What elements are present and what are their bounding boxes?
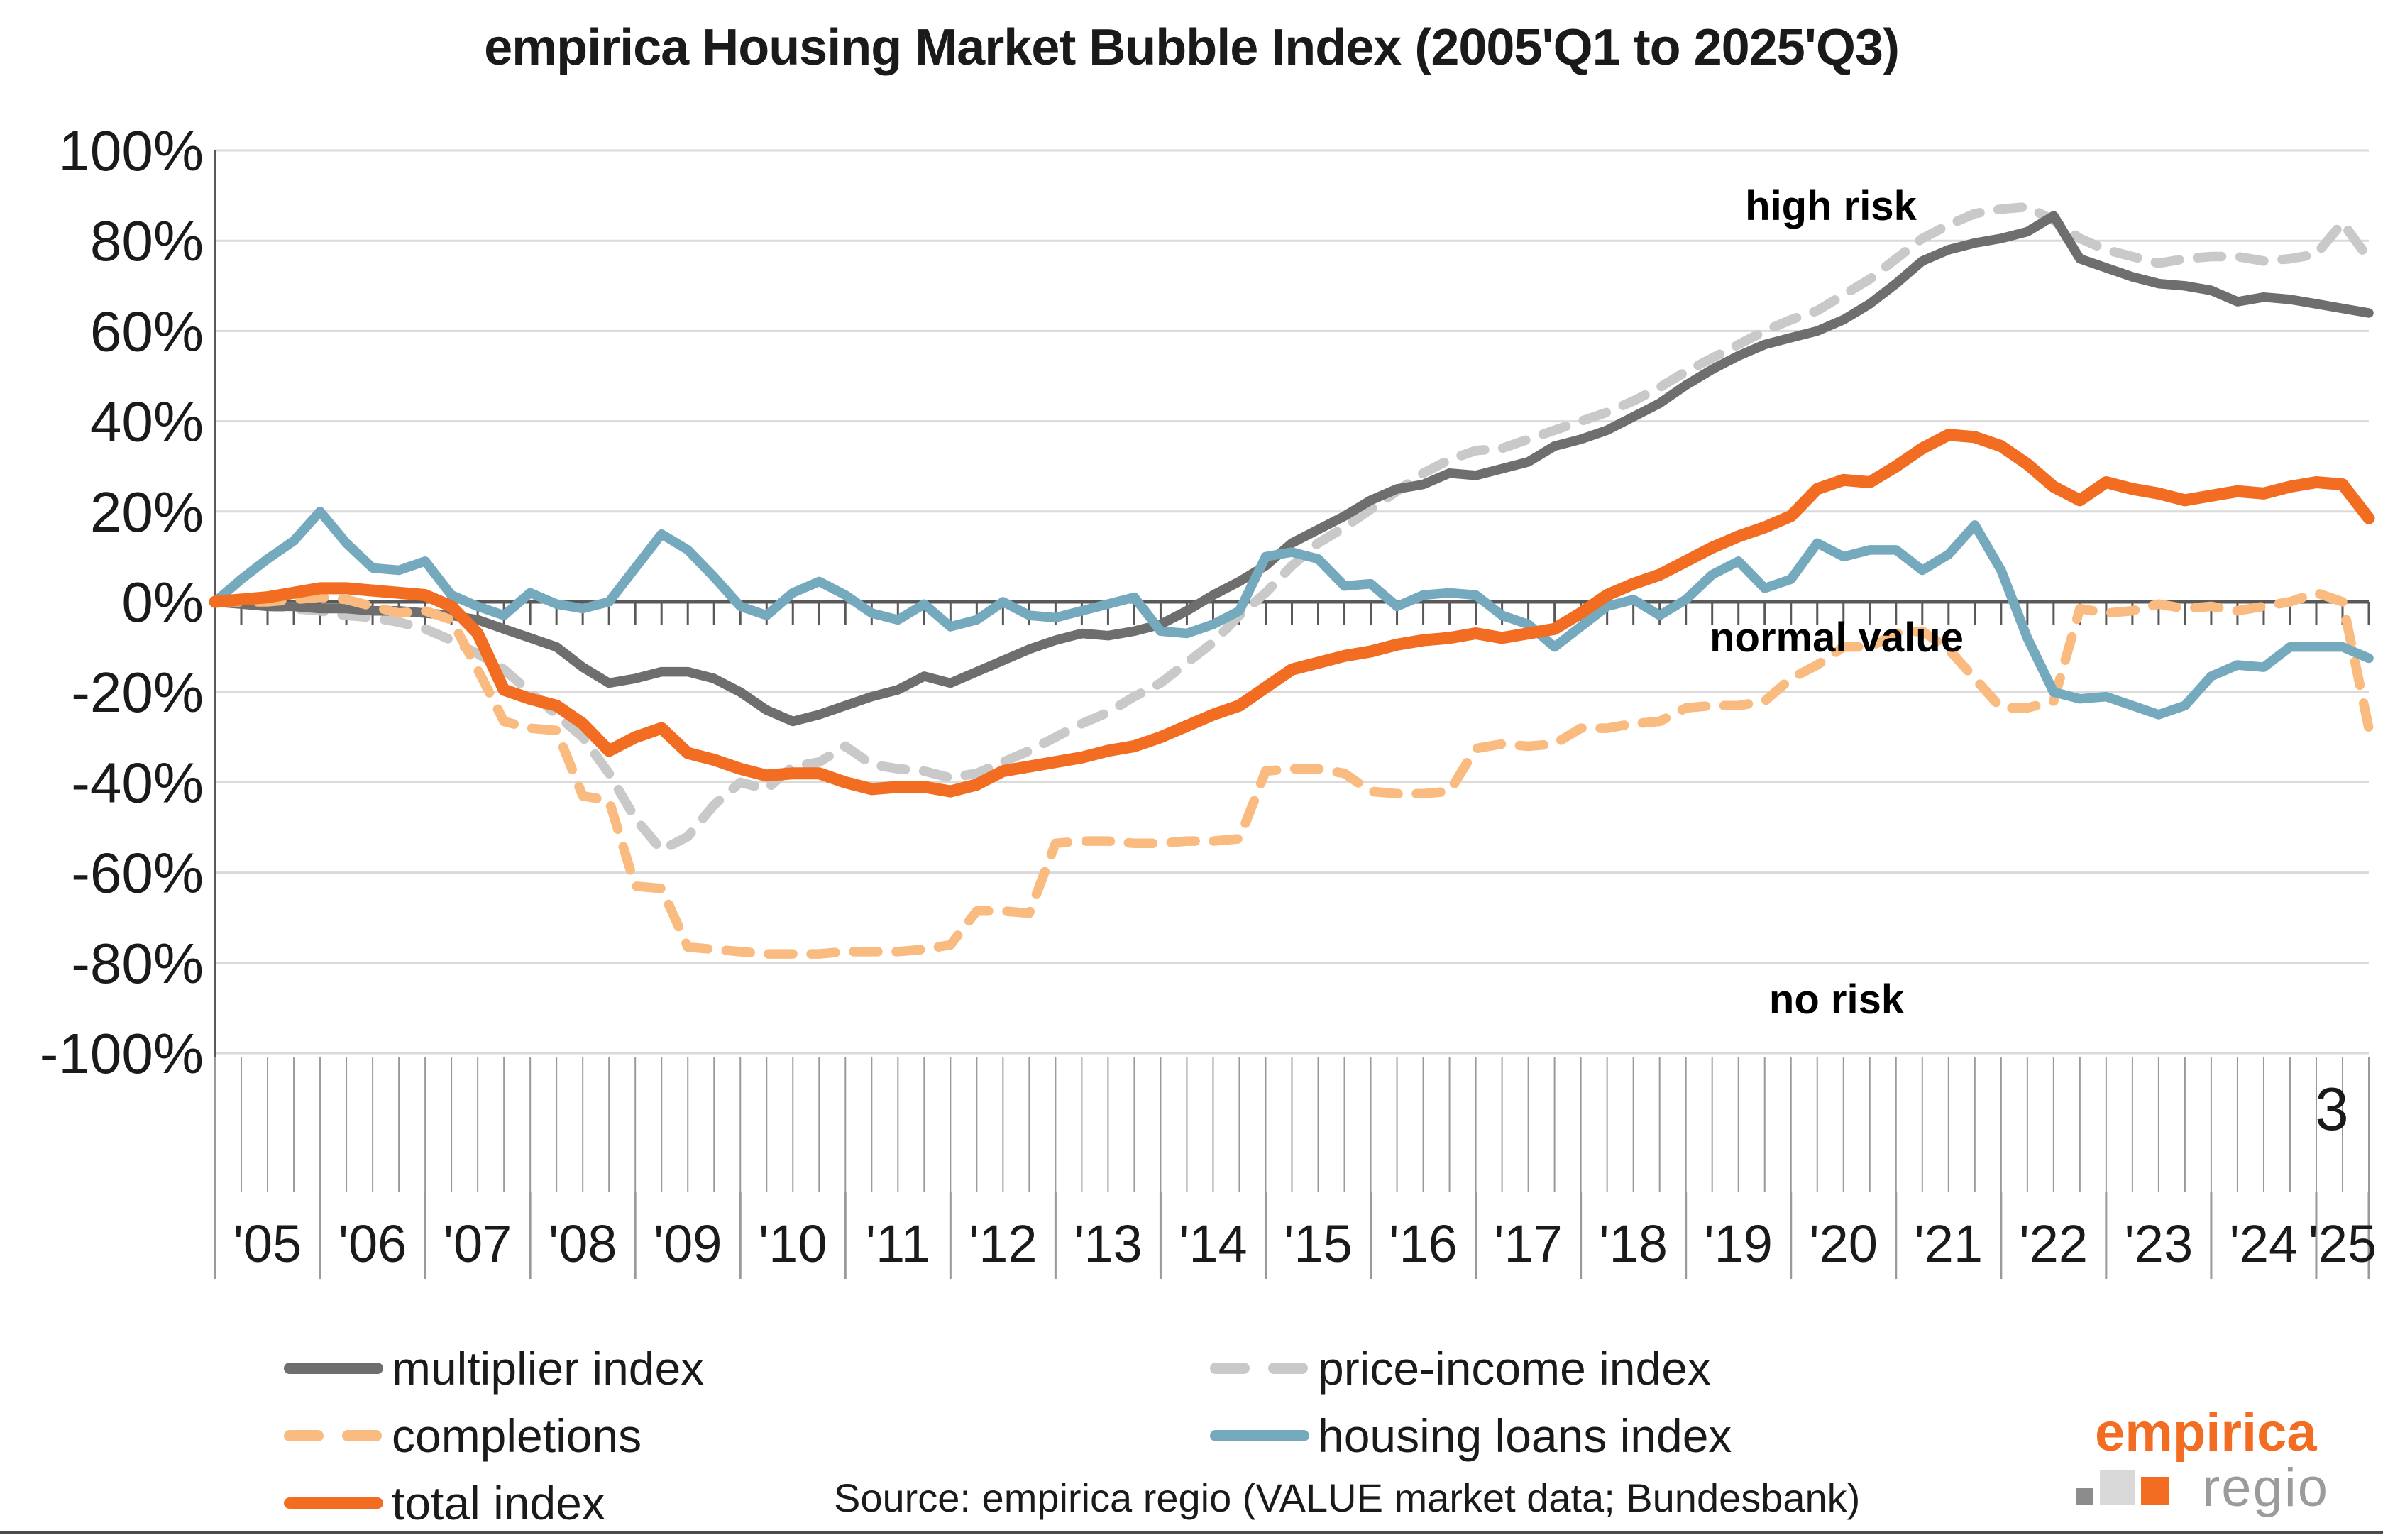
legend-label: multiplier index (392, 1342, 705, 1395)
legend-line-segment (284, 1363, 383, 1374)
y-axis-label--40: -40% (71, 751, 204, 814)
legend-item-multiplier-index: multiplier index (284, 1340, 704, 1397)
legend-item-housing-loans-index: housing loans index (1210, 1407, 1732, 1464)
annotation-normal-value: normal value (1710, 615, 1964, 661)
chart-title: empirica Housing Market Bubble Index (20… (484, 19, 1900, 76)
series-line-housing-loans (210, 507, 2374, 720)
multiplier-line-swatch-icon (284, 1363, 383, 1374)
corner-number: 3 (2315, 1076, 2348, 1143)
legend-dash-segment (284, 1430, 324, 1441)
legend-item-completions: completions (284, 1407, 642, 1464)
x-axis-year-label-06: '06 (339, 1214, 407, 1273)
completions-dash-swatch-icon (284, 1430, 383, 1441)
logo-word-regio: regio (2202, 1458, 2329, 1518)
annotation-high-risk: high risk (1745, 183, 1917, 229)
price-income-dash-swatch-icon (1210, 1363, 1309, 1374)
x-axis-year-label-14: '14 (1179, 1214, 1247, 1273)
x-axis-year-label-23: '23 (2125, 1214, 2193, 1273)
logo-square-dark-icon (2076, 1488, 2093, 1505)
y-axis-label-0: 0% (121, 571, 204, 634)
y-axis-label-60: 60% (90, 299, 204, 363)
series-line-price-income (210, 202, 2374, 855)
x-axis-year-label-09: '09 (654, 1214, 722, 1273)
x-axis-year-label-25: '25 (2308, 1214, 2377, 1273)
x-axis-year-label-10: '10 (759, 1214, 827, 1273)
x-axis-year-label-15: '15 (1284, 1214, 1352, 1273)
series-line-completions (210, 588, 2374, 959)
annotation-no-risk: no risk (1769, 977, 1905, 1023)
bottom-divider (0, 1531, 2383, 1534)
x-axis-year-label-05: '05 (233, 1214, 302, 1273)
total-line-swatch-icon (284, 1497, 383, 1509)
legend-line-segment (284, 1497, 383, 1509)
housing-loans-line-swatch-icon (1210, 1430, 1309, 1441)
x-axis-year-label-21: '21 (1915, 1214, 1983, 1273)
x-axis-year-label-19: '19 (1704, 1214, 1772, 1273)
x-axis-year-label-11: '11 (866, 1214, 930, 1273)
x-axis-year-label-07: '07 (444, 1214, 512, 1273)
series-line-multiplier (210, 211, 2374, 727)
empirica-regio-logo: empirica regio (2076, 1402, 2374, 1522)
logo-square-orange-icon (2141, 1477, 2169, 1505)
legend-dash-segment (1268, 1363, 1308, 1374)
logo-word-empirica: empirica (2095, 1402, 2317, 1463)
legend-item-total-index: total index (284, 1475, 605, 1531)
source-note: Source: empirica regio (VALUE market dat… (834, 1475, 1861, 1520)
y-axis-label-80: 80% (90, 209, 204, 273)
series-line-total (209, 429, 2375, 798)
x-axis-year-label-12: '12 (969, 1214, 1037, 1273)
y-axis-label-100: 100% (58, 119, 204, 182)
y-axis-label--60: -60% (71, 842, 204, 905)
legend-label: price-income index (1318, 1342, 1711, 1395)
x-axis-year-label-20: '20 (1810, 1214, 1878, 1273)
x-axis-year-label-16: '16 (1389, 1214, 1457, 1273)
x-axis-year-label-17: '17 (1494, 1214, 1562, 1273)
legend-dash-segment (1210, 1363, 1250, 1374)
x-axis-year-label-18: '18 (1599, 1214, 1667, 1273)
y-axis-label--20: -20% (71, 661, 204, 724)
legend-dash-segment (342, 1430, 382, 1441)
legend-label: total index (392, 1477, 605, 1529)
y-axis-label-20: 20% (90, 480, 204, 544)
logo-square-light-icon (2100, 1470, 2135, 1505)
x-axis-year-label-22: '22 (2020, 1214, 2088, 1273)
y-axis-label-40: 40% (90, 390, 204, 453)
legend-item-price-income-index: price-income index (1210, 1340, 1711, 1397)
legend-label: completions (392, 1409, 642, 1462)
x-axis-year-label-08: '08 (549, 1214, 617, 1273)
x-axis-year-label-13: '13 (1074, 1214, 1142, 1273)
legend-line-segment (1210, 1430, 1309, 1441)
y-axis-label--80: -80% (71, 932, 204, 995)
legend-label: housing loans index (1318, 1409, 1732, 1462)
y-axis-label--100: -100% (40, 1022, 204, 1085)
x-axis-year-label-24: '24 (2230, 1214, 2298, 1273)
